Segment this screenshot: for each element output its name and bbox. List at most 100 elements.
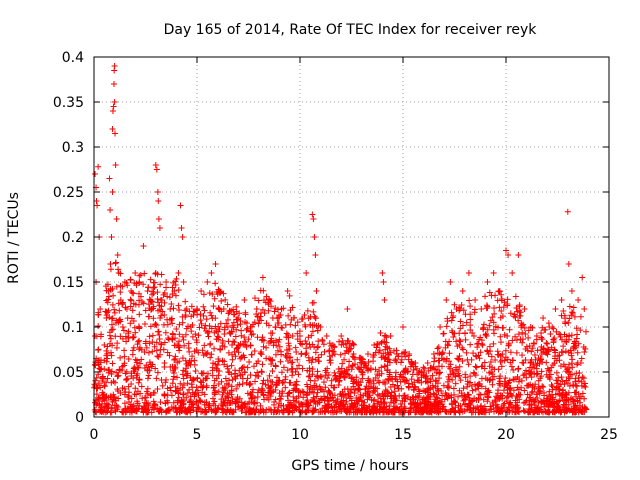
data-point (158, 303, 165, 310)
data-point (299, 315, 306, 322)
data-point (271, 308, 278, 315)
data-point (243, 379, 250, 386)
data-point (479, 363, 486, 370)
data-point (95, 323, 102, 330)
data-point (350, 351, 357, 357)
data-point (471, 306, 478, 313)
data-point (216, 326, 223, 333)
data-point (119, 335, 126, 342)
data-point (475, 385, 482, 392)
data-point (286, 292, 293, 299)
data-point (232, 400, 239, 407)
data-point (381, 297, 388, 303)
data-point (540, 409, 547, 416)
data-point (562, 320, 569, 327)
data-point (243, 343, 250, 350)
data-point (171, 342, 178, 349)
data-point (94, 202, 101, 209)
data-point (161, 299, 168, 306)
data-point (285, 350, 292, 357)
data-point (122, 388, 129, 395)
data-point (555, 403, 562, 410)
data-point (278, 324, 285, 331)
data-point (346, 346, 353, 353)
data-point (286, 346, 293, 353)
data-point (206, 289, 213, 296)
data-point (192, 390, 199, 397)
data-point (309, 211, 316, 218)
data-point (578, 378, 585, 385)
data-point (161, 392, 168, 399)
data-point (203, 399, 210, 406)
data-point (515, 365, 522, 372)
data-point (285, 342, 292, 349)
data-point (565, 349, 572, 356)
data-point (513, 402, 520, 409)
data-point (382, 387, 389, 394)
data-point (299, 341, 306, 348)
data-point (573, 389, 580, 396)
data-point (566, 303, 573, 310)
data-point (179, 313, 186, 320)
data-point (497, 333, 504, 340)
data-point (207, 341, 214, 348)
data-point (180, 375, 187, 382)
data-point (529, 345, 536, 352)
x-axis-title: GPS time / hours (291, 458, 408, 474)
data-point (219, 384, 226, 391)
data-point (482, 375, 489, 382)
data-point (98, 365, 105, 372)
data-point (514, 408, 521, 415)
data-point (442, 408, 449, 415)
data-point (137, 390, 144, 397)
data-point (171, 288, 178, 294)
data-point (217, 346, 224, 353)
data-point (255, 320, 262, 327)
data-point (186, 348, 193, 355)
data-point (582, 383, 589, 390)
data-point (268, 303, 275, 310)
data-point (230, 324, 237, 331)
data-point (313, 322, 320, 329)
data-point (440, 382, 447, 389)
data-point (212, 280, 219, 287)
data-point (272, 337, 279, 344)
data-point (390, 347, 397, 354)
data-point (478, 406, 485, 413)
data-point (329, 342, 336, 348)
data-point (365, 359, 372, 366)
data-point (104, 309, 111, 316)
data-point (128, 315, 135, 322)
data-point (249, 389, 256, 396)
data-point (224, 406, 231, 413)
y-tick-label: 0.4 (62, 50, 84, 66)
data-point (446, 350, 453, 357)
data-point (329, 394, 336, 401)
data-point (457, 325, 464, 332)
data-point (565, 389, 572, 396)
data-point (434, 395, 441, 402)
data-point (521, 399, 528, 406)
data-point (483, 302, 490, 309)
data-point (153, 339, 160, 346)
data-point (121, 360, 128, 367)
data-point (457, 318, 464, 325)
data-point (161, 289, 168, 296)
data-point (155, 353, 162, 360)
data-point (522, 331, 529, 338)
data-point (398, 359, 405, 366)
data-point (212, 408, 219, 415)
data-point (187, 361, 194, 368)
data-point (229, 351, 236, 358)
data-point (149, 338, 156, 345)
data-point (250, 386, 257, 393)
data-point (443, 392, 450, 399)
data-point (546, 324, 553, 330)
data-point (341, 374, 348, 381)
data-point (455, 356, 462, 363)
data-point (543, 399, 550, 406)
data-point (402, 353, 409, 360)
data-point (488, 353, 495, 360)
data-point (355, 378, 362, 385)
data-point (313, 288, 320, 294)
